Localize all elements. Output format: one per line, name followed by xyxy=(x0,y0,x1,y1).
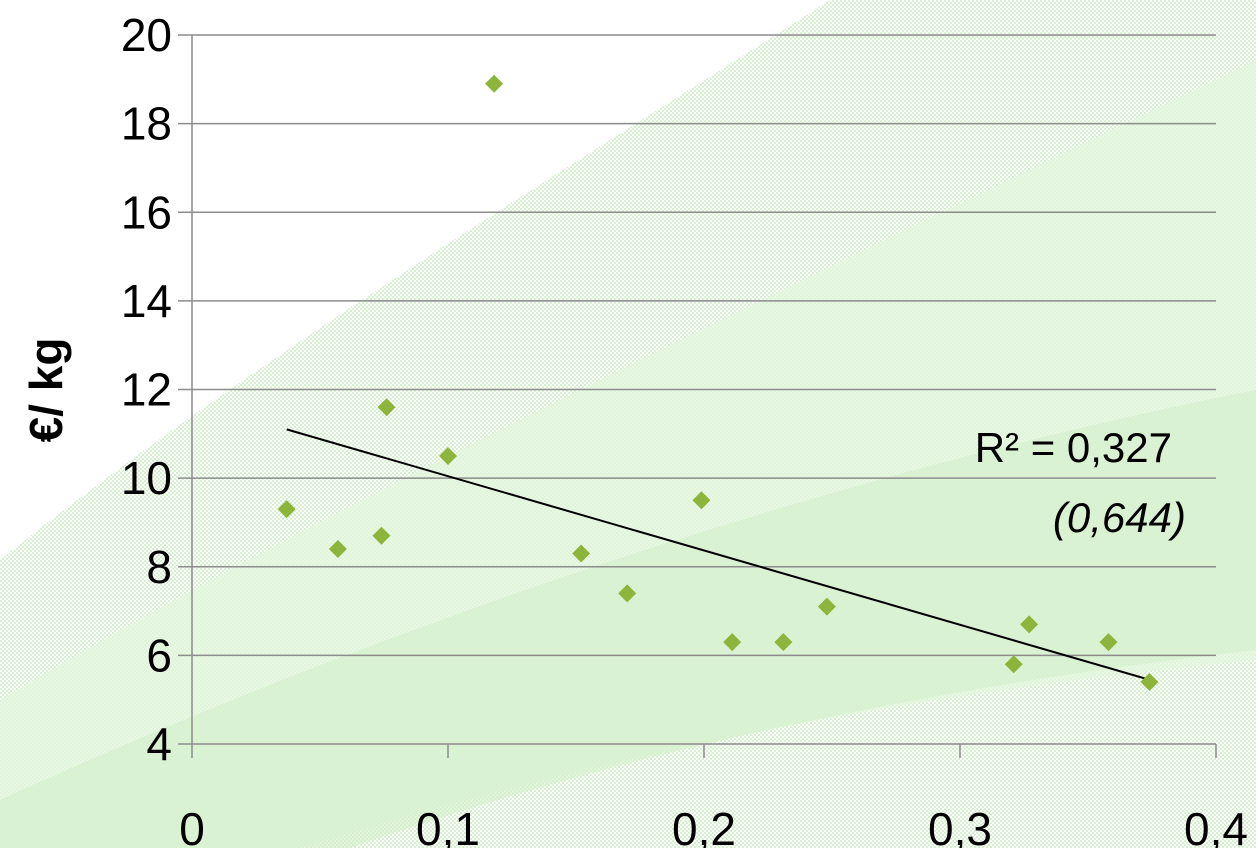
gridlines xyxy=(192,34,1216,657)
x-tick-label: 0,4 xyxy=(1184,803,1248,848)
y-tick-label: 16 xyxy=(121,186,172,238)
y-tick-label: 10 xyxy=(121,452,172,504)
y-tick-label: 20 xyxy=(121,9,172,61)
data-point xyxy=(817,597,836,616)
y-tick-label: 4 xyxy=(146,718,172,770)
trendline-layer xyxy=(286,428,1150,681)
data-point xyxy=(1099,633,1118,652)
data-point xyxy=(1020,615,1039,634)
data-point xyxy=(485,74,504,93)
x-tick-label: 0 xyxy=(179,803,205,848)
y-tick-labels: 4 6 8 10 12 14 16 18 20 xyxy=(121,9,172,770)
data-points xyxy=(277,74,1159,691)
y-tick-label: 18 xyxy=(121,98,172,150)
data-point xyxy=(618,584,637,603)
r-squared-label: R² = 0,327 xyxy=(975,424,1172,471)
x-tick-label: 0,2 xyxy=(672,803,736,848)
x-tick-label: 0,3 xyxy=(928,803,992,848)
r-squared-sublabel: (0,644) xyxy=(1053,494,1186,541)
y-tick-label: 8 xyxy=(146,541,172,593)
data-point xyxy=(372,526,391,545)
data-point xyxy=(692,491,711,510)
data-point xyxy=(277,500,296,519)
y-tick-label: 6 xyxy=(146,629,172,681)
data-point xyxy=(439,446,457,465)
data-point xyxy=(1004,655,1023,674)
y-tick-label: 14 xyxy=(121,275,172,327)
background-band-inner xyxy=(0,390,1256,848)
data-point xyxy=(328,540,347,559)
data-point xyxy=(377,398,396,417)
y-tick-label: 12 xyxy=(121,364,172,416)
trendline xyxy=(286,428,1150,681)
data-point xyxy=(1140,672,1159,691)
x-tick-label: 0,1 xyxy=(416,803,480,848)
y-axis-label: €/ kg xyxy=(20,338,72,443)
data-point xyxy=(774,633,793,652)
data-point xyxy=(572,544,591,563)
data-point xyxy=(723,633,742,652)
axes xyxy=(178,34,1217,758)
x-tick-labels: 0 0,1 0,2 0,3 0,4 xyxy=(179,803,1248,848)
